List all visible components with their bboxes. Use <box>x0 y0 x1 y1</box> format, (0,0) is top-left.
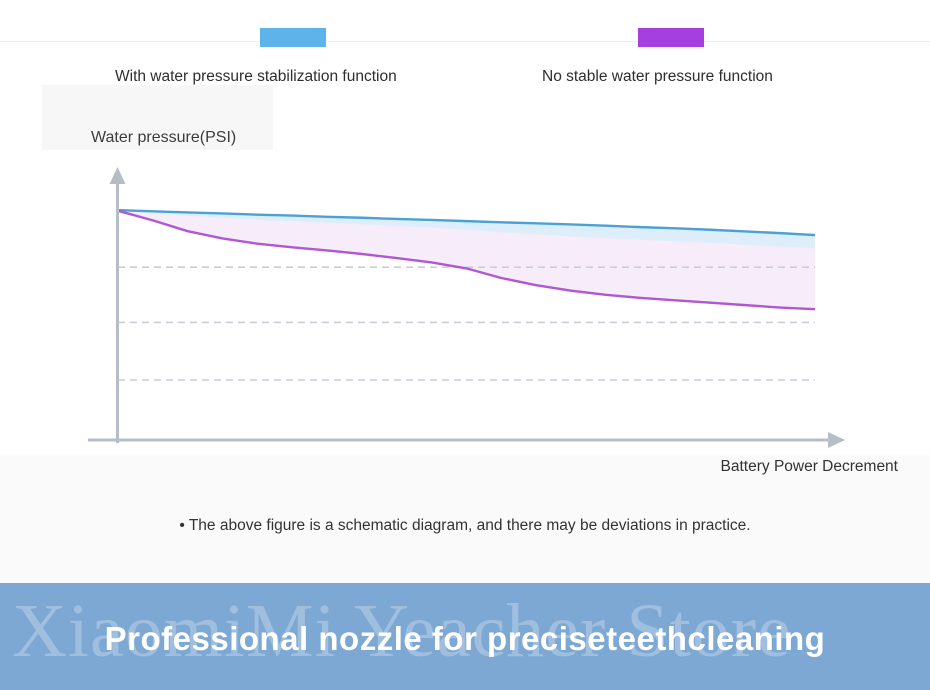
y-axis-label-box: Water pressure(PSI) <box>42 85 273 150</box>
pressure-chart <box>88 167 845 448</box>
y-axis-label: Water pressure(PSI) <box>91 129 237 146</box>
bottom-banner: XiaomiMi Yeacher Store Professional nozz… <box>0 583 930 690</box>
line-stabilized <box>117 208 816 237</box>
x-axis-arrow-icon <box>828 432 845 448</box>
footer-note-background <box>0 455 930 583</box>
banner-title: Professional nozzle for preciseteethclea… <box>104 620 826 657</box>
unstable-area-fill <box>118 210 815 310</box>
disclaimer-note: • The above figure is a schematic diagra… <box>179 517 751 534</box>
store-watermark: XiaomiMi Yeacher Store <box>12 589 792 673</box>
top-divider <box>0 41 930 42</box>
y-axis-arrow-icon <box>109 167 126 184</box>
line-unstable <box>117 209 816 311</box>
legend-label-stabilized: With water pressure stabilization functi… <box>115 68 397 85</box>
legend-swatch-stabilized <box>260 28 326 47</box>
legend-swatch-unstable <box>638 28 704 47</box>
legend-label-unstable: No stable water pressure function <box>542 68 773 85</box>
x-axis-label: Battery Power Decrement <box>720 458 898 475</box>
